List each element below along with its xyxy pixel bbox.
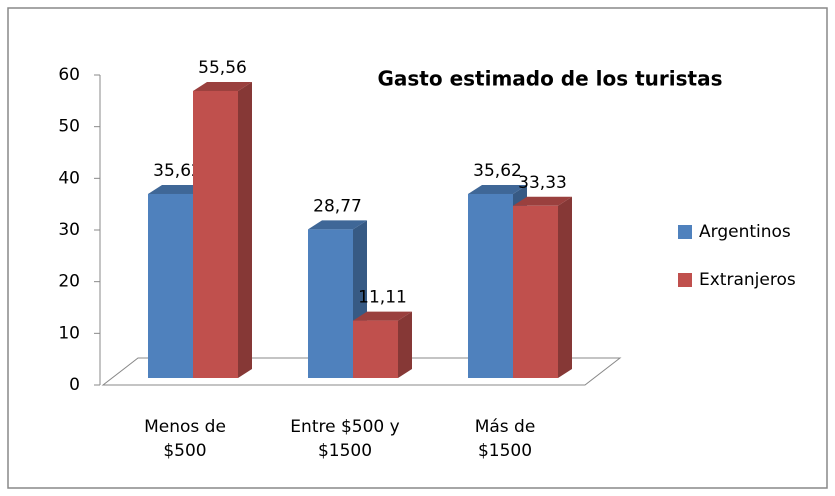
bar-top (468, 184, 527, 194)
legend-label: Argentinos (699, 222, 791, 242)
chart-border (7, 7, 828, 489)
bar-side (238, 81, 252, 378)
value-label: 35,62 (153, 161, 202, 181)
bar-side (398, 311, 412, 378)
y-tick-label: 30 (58, 220, 80, 240)
y-tick-label: 40 (58, 168, 80, 188)
y-tick-label: 60 (58, 65, 80, 85)
bar-top (148, 184, 207, 194)
y-tick-label: 20 (58, 272, 80, 292)
bar (468, 193, 513, 378)
legend-swatch (678, 273, 692, 287)
x-tick-label: Entre $500 y $1500 (290, 417, 400, 461)
legend-swatch (678, 225, 692, 239)
bar (353, 320, 398, 378)
x-tick-label: Más de $1500 (474, 417, 536, 461)
legend-label: Extranjeros (699, 270, 796, 290)
value-label: 55,56 (198, 58, 247, 78)
y-tick-label: 10 (58, 323, 80, 343)
value-label: 35,62 (473, 161, 522, 181)
value-label: 11,11 (358, 288, 407, 308)
chart-title: Gasto estimado de los turistas (377, 67, 722, 91)
value-label: 28,77 (313, 196, 362, 216)
bar-top (193, 81, 252, 91)
bar-top (353, 311, 412, 321)
bar-top (308, 220, 367, 230)
bar (513, 205, 558, 378)
bar-side (558, 196, 572, 378)
y-tick-label: 0 (69, 375, 80, 395)
bar-top (513, 196, 572, 206)
x-tick-label: Menos de $500 (144, 417, 226, 461)
bar (193, 90, 238, 378)
y-tick-label: 50 (58, 117, 80, 137)
bar (148, 193, 193, 378)
bar (308, 229, 353, 378)
value-label: 33,33 (518, 173, 567, 193)
